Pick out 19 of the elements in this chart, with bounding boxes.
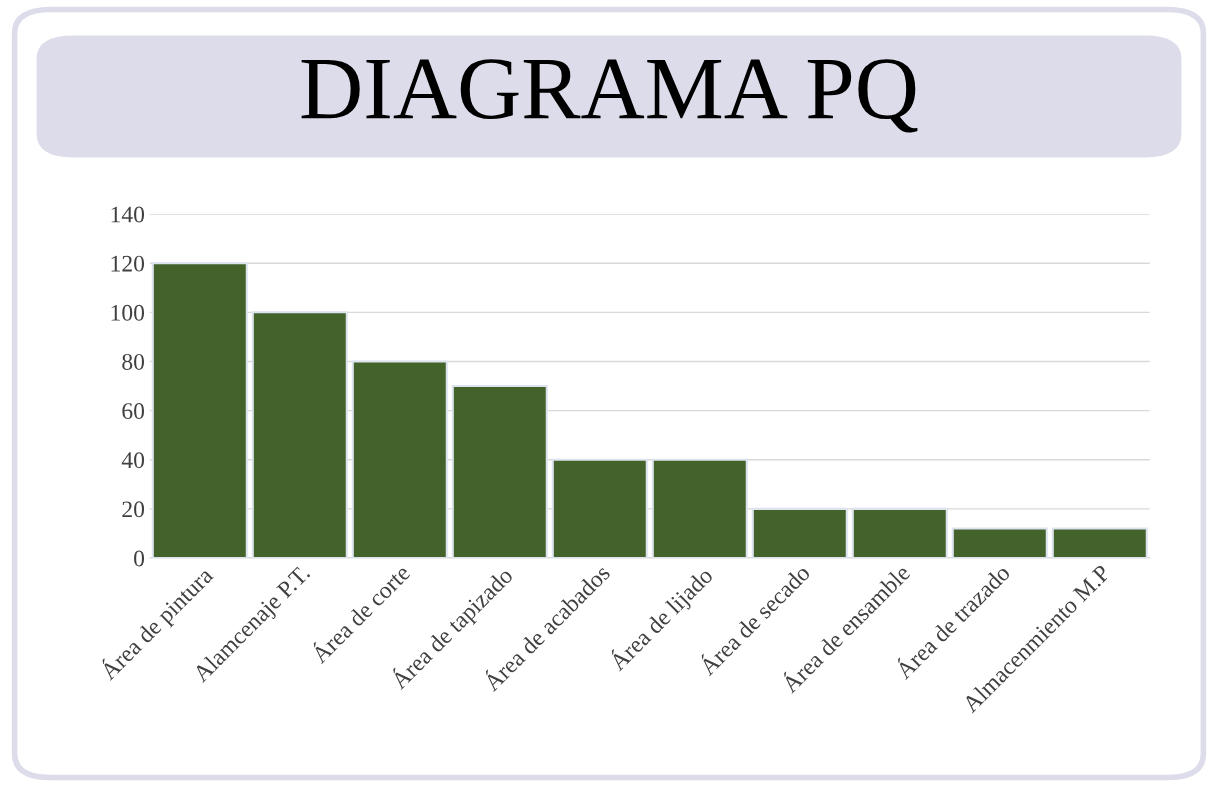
bar xyxy=(751,507,848,558)
y-tick-label: 140 xyxy=(111,206,145,223)
bar xyxy=(851,507,948,558)
y-tick-label: 100 xyxy=(111,304,145,321)
bar xyxy=(551,458,648,558)
bar xyxy=(651,458,748,558)
y-tick-label: 60 xyxy=(122,403,145,420)
bar xyxy=(251,311,348,558)
chart-title: DIAGRAMA PQ xyxy=(301,59,918,133)
y-tick-label: 40 xyxy=(121,452,145,469)
y-tick-label: 80 xyxy=(122,353,145,370)
y-tick-label: 20 xyxy=(122,501,145,518)
bar xyxy=(151,262,248,558)
y-tick-label: 0 xyxy=(134,550,145,567)
bar xyxy=(951,527,1048,558)
bar xyxy=(351,360,448,558)
y-tick-label: 120 xyxy=(111,255,145,272)
bar xyxy=(451,384,548,558)
bar xyxy=(1051,527,1148,558)
